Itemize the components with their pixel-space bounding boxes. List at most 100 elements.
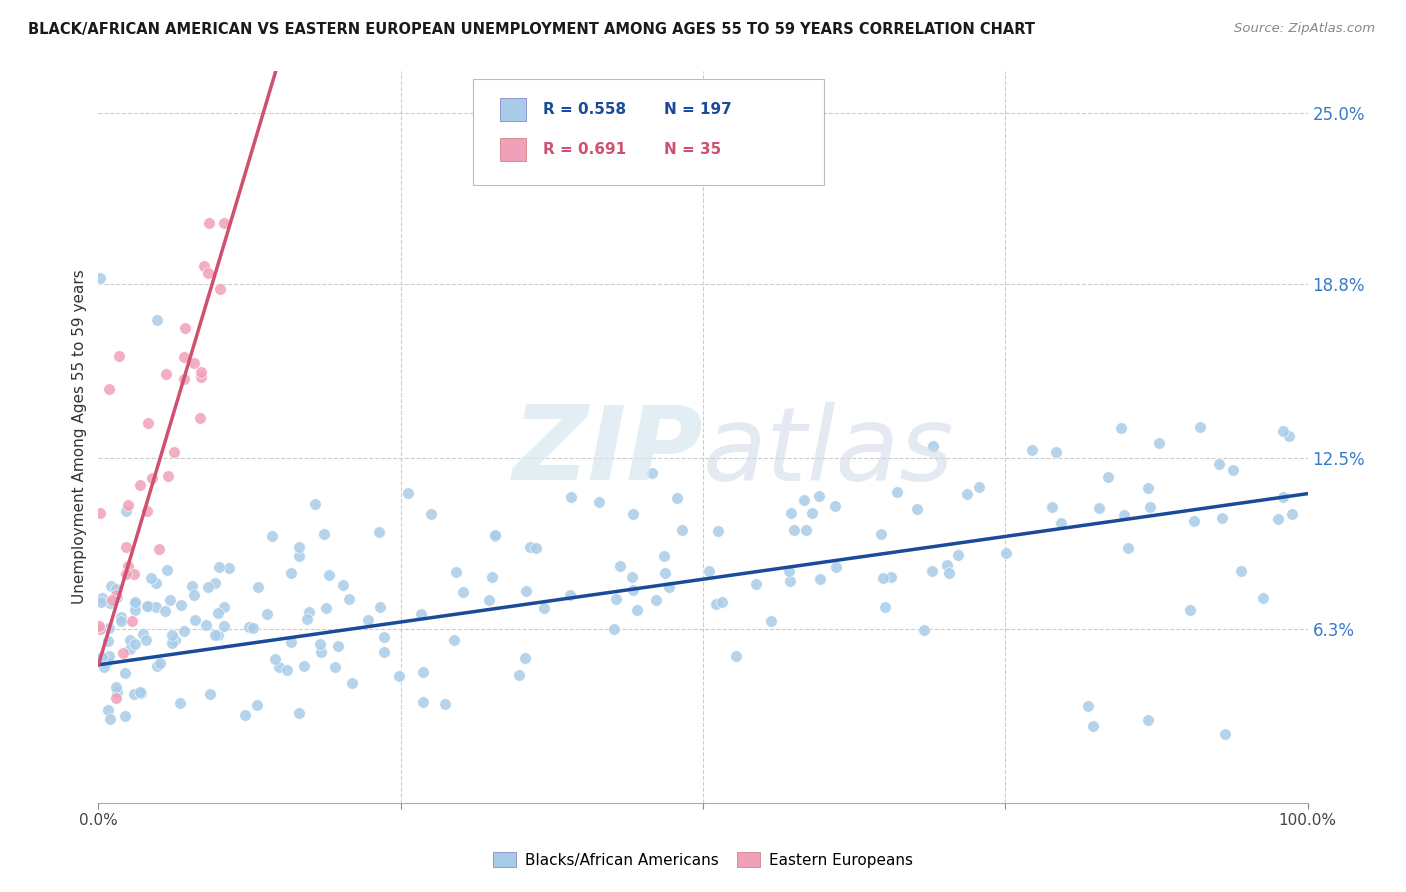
Point: [759, 615, 782, 629]
Point: [146, 312, 169, 326]
Point: [159, 593, 181, 607]
Point: [173, 350, 195, 364]
Point: [1049, 516, 1071, 530]
Point: [808, 572, 831, 586]
Point: [89, 271, 111, 285]
Point: [131, 627, 153, 641]
Point: [332, 577, 354, 591]
Point: [419, 507, 441, 521]
Point: [605, 592, 627, 607]
Point: [481, 570, 503, 584]
Point: [1281, 508, 1303, 522]
Point: [451, 585, 474, 599]
Point: [110, 615, 132, 629]
Point: [373, 644, 395, 658]
Point: [156, 564, 179, 578]
Point: [193, 259, 215, 273]
Point: [100, 712, 122, 726]
Point: [1208, 458, 1230, 472]
Point: [645, 593, 668, 607]
Point: [444, 565, 467, 579]
Point: [124, 637, 146, 651]
Point: [1109, 420, 1132, 434]
Point: [654, 566, 676, 580]
Point: [145, 599, 167, 614]
Point: [105, 588, 128, 602]
Point: [886, 485, 908, 500]
Point: [218, 560, 240, 574]
Point: [1083, 718, 1105, 732]
Point: [388, 669, 411, 683]
Point: [288, 549, 311, 563]
Point: [1178, 603, 1201, 617]
Point: [129, 477, 152, 491]
Point: [707, 524, 730, 538]
Point: [194, 618, 217, 632]
Point: [115, 567, 138, 582]
Point: [146, 658, 169, 673]
Point: [128, 684, 150, 698]
Point: [121, 614, 143, 628]
Point: [315, 601, 337, 615]
Text: N = 197: N = 197: [664, 102, 733, 117]
Point: [558, 588, 581, 602]
Point: [208, 560, 231, 574]
Point: [105, 582, 128, 596]
Point: [724, 648, 747, 663]
Point: [288, 706, 311, 721]
Point: [1116, 541, 1139, 555]
Point: [666, 491, 689, 505]
Point: [921, 438, 943, 452]
Point: [129, 686, 152, 700]
Point: [117, 559, 139, 574]
Point: [98, 382, 121, 396]
Point: [105, 680, 128, 694]
Point: [872, 571, 894, 585]
Point: [519, 540, 541, 554]
Point: [875, 600, 897, 615]
Point: [212, 216, 235, 230]
Point: [204, 576, 226, 591]
Point: [90, 595, 112, 609]
Point: [212, 618, 235, 632]
Point: [533, 600, 555, 615]
Point: [1253, 591, 1275, 605]
Point: [173, 372, 195, 386]
Point: [207, 606, 229, 620]
Point: [1272, 424, 1295, 438]
Point: [524, 541, 547, 555]
Point: [1137, 713, 1160, 727]
Point: [198, 686, 221, 700]
FancyBboxPatch shape: [474, 78, 824, 185]
Point: [801, 506, 824, 520]
Point: [326, 639, 349, 653]
Text: BLACK/AFRICAN AMERICAN VS EASTERN EUROPEAN UNEMPLOYMENT AMONG AGES 55 TO 59 YEAR: BLACK/AFRICAN AMERICAN VS EASTERN EUROPE…: [28, 22, 1035, 37]
Point: [905, 502, 928, 516]
Point: [197, 580, 219, 594]
Point: [921, 564, 943, 578]
Point: [880, 570, 903, 584]
Point: [188, 411, 211, 425]
Point: [443, 633, 465, 648]
Point: [114, 665, 136, 680]
Bar: [501, 98, 526, 120]
Point: [141, 471, 163, 485]
Point: [110, 610, 132, 624]
Point: [181, 578, 204, 592]
Point: [658, 580, 681, 594]
Point: [136, 504, 159, 518]
Point: [824, 499, 846, 513]
Point: [396, 486, 419, 500]
Point: [1021, 443, 1043, 458]
Point: [1271, 490, 1294, 504]
Point: [162, 636, 184, 650]
Point: [1211, 510, 1233, 524]
Point: [90, 591, 112, 606]
Point: [412, 665, 434, 680]
Point: [309, 644, 332, 658]
Point: [87, 619, 110, 633]
Point: [1188, 420, 1211, 434]
Point: [484, 528, 506, 542]
Point: [276, 664, 298, 678]
Point: [198, 216, 221, 230]
